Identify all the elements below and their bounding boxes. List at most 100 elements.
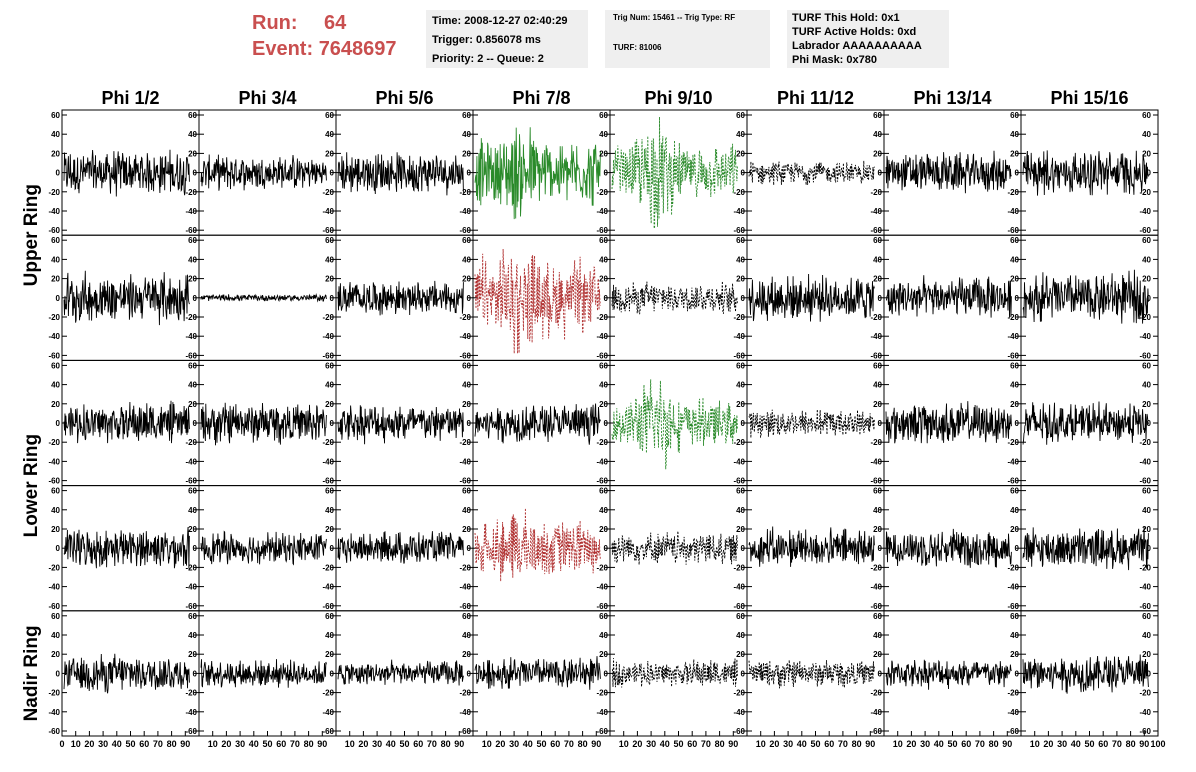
x-tick-label: 70 bbox=[427, 739, 437, 749]
y-tick-label: -40 bbox=[596, 457, 608, 466]
trigger-info-box: Time: 2008-12-27 02:40:29 Trigger: 0.856… bbox=[426, 10, 588, 68]
waveform-trace bbox=[200, 292, 327, 303]
y-tick-label: 40 bbox=[1142, 130, 1151, 139]
y-tick-label: -20 bbox=[733, 438, 745, 447]
y-tick-label: 0 bbox=[330, 544, 335, 553]
y-tick-label: -20 bbox=[1007, 188, 1019, 197]
run-value: 64 bbox=[324, 12, 347, 34]
y-tick-label: -20 bbox=[596, 188, 608, 197]
y-tick-label: -60 bbox=[48, 226, 60, 235]
column-header: Phi 5/6 bbox=[375, 88, 433, 108]
y-tick-label: -20 bbox=[1139, 563, 1151, 572]
y-tick-label: 60 bbox=[325, 361, 334, 370]
trig-num-text: Trig Num: 15461 -- Trig Type: RF bbox=[613, 13, 736, 22]
y-tick-label: 40 bbox=[188, 130, 197, 139]
y-tick-label: -40 bbox=[185, 207, 197, 216]
x-tick-label: 20 bbox=[358, 739, 368, 749]
y-tick-label: -40 bbox=[596, 207, 608, 216]
waveform-trace bbox=[1022, 527, 1149, 571]
y-tick-label: -40 bbox=[870, 332, 882, 341]
y-tick-label: 60 bbox=[736, 236, 745, 245]
y-tick-label: -60 bbox=[596, 727, 608, 736]
y-tick-label: 20 bbox=[1010, 650, 1019, 659]
x-tick-label: 20 bbox=[84, 739, 94, 749]
y-tick-label: 40 bbox=[1142, 506, 1151, 515]
y-tick-label: -20 bbox=[185, 313, 197, 322]
y-tick-label: -40 bbox=[1007, 457, 1019, 466]
y-tick-label: -40 bbox=[322, 207, 334, 216]
y-tick-label: 0 bbox=[1147, 419, 1152, 428]
waveform-trace bbox=[1022, 269, 1149, 324]
y-tick-label: -60 bbox=[322, 226, 334, 235]
y-tick-label: 20 bbox=[1142, 400, 1151, 409]
y-tick-label: -60 bbox=[1007, 351, 1019, 360]
x-tick-label: 40 bbox=[386, 739, 396, 749]
y-tick-label: 20 bbox=[325, 275, 334, 284]
y-tick-label: 40 bbox=[1142, 381, 1151, 390]
y-tick-label: 60 bbox=[188, 361, 197, 370]
y-tick-label: -60 bbox=[48, 727, 60, 736]
y-tick-label: 20 bbox=[599, 525, 608, 534]
y-tick-label: 40 bbox=[873, 381, 882, 390]
waveform-trace bbox=[63, 653, 190, 694]
y-tick-label: -40 bbox=[459, 457, 471, 466]
y-tick-label: 60 bbox=[736, 612, 745, 621]
y-tick-label: 0 bbox=[1147, 294, 1152, 303]
y-tick-label: -40 bbox=[185, 708, 197, 717]
x-tick-label: 90 bbox=[728, 739, 738, 749]
y-tick-label: 40 bbox=[462, 381, 471, 390]
x-tick-label: 50 bbox=[1084, 739, 1094, 749]
panel-frame bbox=[472, 234, 611, 361]
x-tick-label: 10 bbox=[756, 739, 766, 749]
y-tick-label: -20 bbox=[870, 438, 882, 447]
y-tick-label: 40 bbox=[325, 631, 334, 640]
y-tick-label: 60 bbox=[873, 111, 882, 120]
y-tick-label: -60 bbox=[322, 727, 334, 736]
turf-active-text: TURF Active Holds: 0xd bbox=[792, 26, 917, 38]
waveform-trace bbox=[748, 409, 875, 439]
y-tick-label: -20 bbox=[1007, 563, 1019, 572]
y-tick-label: -20 bbox=[870, 188, 882, 197]
turf-info-box: TURF This Hold: 0x1 TURF Active Holds: 0… bbox=[787, 10, 949, 68]
y-tick-label: 0 bbox=[878, 169, 883, 178]
y-tick-label: -60 bbox=[459, 351, 471, 360]
y-tick-label: 20 bbox=[873, 275, 882, 284]
y-tick-label: 60 bbox=[188, 612, 197, 621]
y-tick-label: 60 bbox=[462, 487, 471, 496]
x-tick-label: 80 bbox=[441, 739, 451, 749]
y-tick-label: -60 bbox=[596, 477, 608, 486]
y-tick-label: 20 bbox=[736, 275, 745, 284]
y-tick-label: 0 bbox=[604, 544, 609, 553]
trigger-text: Trigger: 0.856078 ms bbox=[432, 34, 541, 46]
y-tick-label: 20 bbox=[462, 275, 471, 284]
y-tick-label: 40 bbox=[599, 255, 608, 264]
y-tick-label: -60 bbox=[596, 351, 608, 360]
y-tick-label: -60 bbox=[459, 727, 471, 736]
y-tick-label: 20 bbox=[462, 650, 471, 659]
y-tick-label: -20 bbox=[322, 188, 334, 197]
y-tick-label: 60 bbox=[736, 111, 745, 120]
y-tick-label: 40 bbox=[599, 631, 608, 640]
y-tick-label: -20 bbox=[1139, 188, 1151, 197]
y-tick-label: -60 bbox=[1007, 226, 1019, 235]
y-tick-label: 20 bbox=[599, 275, 608, 284]
y-tick-label: 40 bbox=[462, 130, 471, 139]
y-tick-label: 0 bbox=[1147, 544, 1152, 553]
y-tick-label: -40 bbox=[48, 708, 60, 717]
y-tick-label: 0 bbox=[330, 669, 335, 678]
x-tick-label: 40 bbox=[249, 739, 259, 749]
y-tick-label: -40 bbox=[48, 457, 60, 466]
y-tick-label: -60 bbox=[322, 351, 334, 360]
x-tick-label: 60 bbox=[687, 739, 697, 749]
y-tick-label: -40 bbox=[870, 457, 882, 466]
y-tick-label: 0 bbox=[1015, 669, 1020, 678]
waveform-trace bbox=[337, 280, 464, 316]
y-tick-label: -20 bbox=[48, 438, 60, 447]
y-tick-label: -40 bbox=[733, 457, 745, 466]
y-tick-label: 60 bbox=[599, 111, 608, 120]
y-tick-label: -60 bbox=[48, 477, 60, 486]
x-tick-label: 30 bbox=[920, 739, 930, 749]
y-tick-label: 0 bbox=[193, 419, 198, 428]
y-tick-label: -60 bbox=[870, 602, 882, 611]
y-tick-label: -20 bbox=[459, 313, 471, 322]
